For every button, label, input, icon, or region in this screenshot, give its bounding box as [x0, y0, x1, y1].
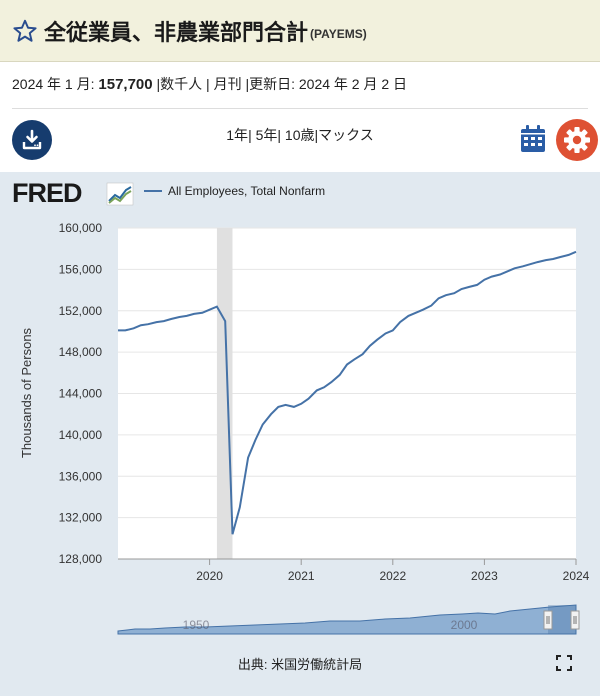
fullscreen-icon[interactable] [556, 655, 572, 671]
y-tick-label: 132,000 [59, 511, 103, 525]
range-5y[interactable]: 5年 [255, 127, 278, 143]
observation-date: 2024 年 1 月: [12, 76, 95, 92]
divider [12, 108, 588, 109]
line-chart[interactable]: 160,000 156,000 152,000 148,000 144,000 140,0… [0, 172, 600, 642]
navigator-series [117, 604, 577, 635]
y-axis-ticks: 160,000 156,000 152,000 148,000 144,000 140,0… [59, 221, 103, 566]
range-10y[interactable]: 10歳 [284, 127, 315, 143]
x-tick-label: 2024 [563, 569, 590, 583]
y-tick-label: 156,000 [59, 262, 103, 276]
settings-button[interactable] [556, 119, 598, 161]
x-axis-ticks: 2020 2021 2022 2023 2024 [118, 558, 590, 583]
fred-logo: FRED [12, 178, 82, 208]
x-tick-label: 2023 [471, 569, 498, 583]
y-tick-label: 144,000 [59, 387, 103, 401]
download-icon [22, 129, 42, 150]
toolbar: 1年| 5年| 10歳|マックス [0, 114, 600, 166]
navigator-label-1950: 1950 [183, 618, 210, 632]
page-header: 全従業員、非農業部門合計 (PAYEMS) [0, 0, 600, 62]
series-title: 全従業員、非農業部門合計 [44, 19, 309, 45]
y-tick-label: 140,000 [59, 428, 103, 442]
gear-icon [564, 127, 590, 153]
legend-swatch [144, 190, 162, 192]
y-axis-label: Thousands of Persons [19, 327, 34, 458]
fred-logo-graph-icon [106, 182, 134, 206]
series-line [118, 250, 577, 535]
y-tick-label: 152,000 [59, 304, 103, 318]
navigator-handle-left[interactable] [543, 610, 553, 630]
source-credit: 出典: 米国労働統計局 [237, 657, 363, 672]
series-code: (PAYEMS) [310, 26, 367, 41]
x-tick-label: 2021 [288, 569, 315, 583]
observation-details: |数千人 | 月刊 |更新日: 2024 年 2 月 2 日 [156, 76, 408, 92]
legend-label: All Employees, Total Nonfarm [168, 184, 326, 198]
date-range-selector: 1年| 5年| 10歳|マックス [226, 127, 374, 143]
y-tick-label: 148,000 [59, 345, 103, 359]
observation-value: 157,700 [98, 76, 153, 93]
star-icon[interactable] [12, 18, 38, 44]
y-tick-label: 128,000 [59, 552, 103, 566]
x-tick-label: 2022 [379, 569, 406, 583]
chart-panel: FRED All Employees, Total Nonfarm 160,00… [0, 172, 600, 696]
y-tick-label: 136,000 [59, 469, 103, 483]
navigator-handle-right[interactable] [570, 610, 580, 630]
recession-band [216, 228, 233, 559]
range-max[interactable]: マックス [318, 127, 374, 143]
x-tick-label: 2020 [196, 569, 223, 583]
chart-legend: All Employees, Total Nonfarm [144, 184, 325, 198]
observation-meta: 2024 年 1 月: 157,700 |数千人 | 月刊 |更新日: 2024… [12, 74, 407, 94]
calendar-icon[interactable] [519, 124, 547, 154]
download-button[interactable] [12, 120, 52, 160]
navigator-label-2000: 2000 [451, 618, 478, 632]
y-tick-label: 160,000 [59, 221, 103, 235]
range-1y[interactable]: 1年 [226, 127, 249, 143]
